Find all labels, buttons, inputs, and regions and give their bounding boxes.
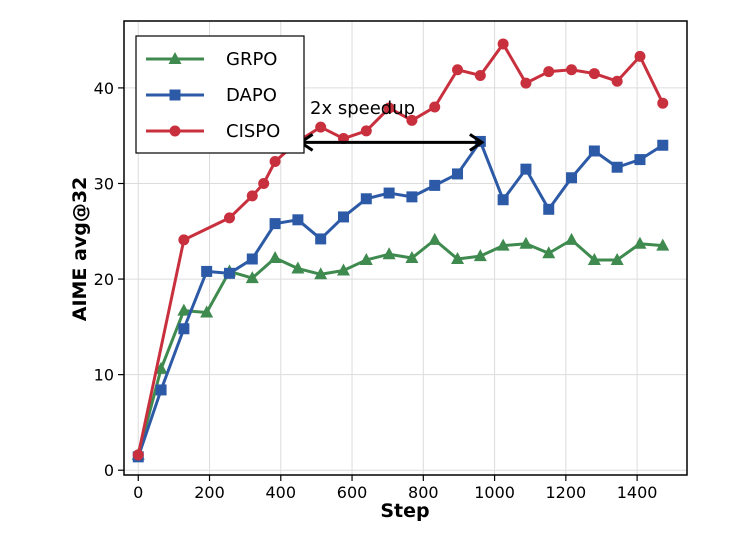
dapo-point <box>520 163 532 175</box>
y-axis-title: AIME avg@32 <box>69 177 91 322</box>
dapo-point <box>634 154 646 166</box>
dapo-point <box>337 211 349 223</box>
legend-cispo-marker <box>169 125 181 137</box>
cispo-point <box>360 125 372 137</box>
grpo-point <box>200 305 214 318</box>
dapo-point <box>155 384 167 396</box>
dapo-point <box>588 145 600 157</box>
cispo-point <box>258 177 270 189</box>
cispo-point <box>588 68 600 80</box>
cispo-point <box>269 156 281 168</box>
axis-ticks: 0 200 400 600 800 1000 1200 1400 0 10 20 30 40 <box>94 79 658 502</box>
cispo-point <box>543 66 555 78</box>
x-tick-label: 400 <box>266 483 297 502</box>
grpo-point <box>473 249 487 262</box>
y-tick-label: 30 <box>94 174 114 193</box>
grpo-point <box>359 252 373 265</box>
dapo-series <box>132 135 669 463</box>
dapo-point <box>292 214 304 226</box>
grpo-point <box>519 236 533 249</box>
y-tick-label: 20 <box>94 270 114 289</box>
dapo-point <box>406 191 418 203</box>
x-tick-label: 800 <box>408 483 439 502</box>
grpo-point <box>245 271 259 284</box>
dapo-point <box>201 265 213 277</box>
x-tick-label: 1000 <box>474 483 515 502</box>
x-tick-label: 0 <box>133 483 143 502</box>
grpo-point <box>177 303 191 316</box>
cispo-point <box>383 102 395 114</box>
legend: GRPO DAPO CISPO <box>135 35 305 154</box>
dapo-point <box>315 233 327 245</box>
grpo-point <box>587 252 601 265</box>
y-tick-label: 10 <box>94 366 114 385</box>
grpo-point <box>154 361 168 374</box>
dapo-point <box>178 323 190 335</box>
legend-dapo-marker <box>169 89 181 101</box>
grpo-series <box>131 232 670 460</box>
dapo-point <box>360 193 372 205</box>
grpo-point <box>405 251 419 264</box>
dapo-point <box>452 168 464 180</box>
dapo-point <box>566 172 578 184</box>
speedup-arrow-right-head <box>469 133 485 152</box>
dapo-point <box>246 253 258 265</box>
grpo-point <box>382 247 396 260</box>
cispo-point <box>520 77 532 89</box>
legend-cispo-label: CISPO <box>226 121 280 142</box>
speedup-annotation-text: 2x speedup <box>310 98 415 119</box>
x-tick-label: 1400 <box>617 483 658 502</box>
y-tick-label: 0 <box>104 461 114 480</box>
legend-grpo-label: GRPO <box>226 49 277 70</box>
cispo-point <box>223 212 235 224</box>
x-tick-label: 1200 <box>545 483 586 502</box>
dapo-point <box>223 267 235 279</box>
dapo-point <box>611 161 623 173</box>
grpo-point <box>451 251 465 264</box>
cispo-point <box>429 101 441 113</box>
grpo-point <box>633 236 647 249</box>
grpo-point <box>336 263 350 276</box>
dapo-point <box>269 218 281 230</box>
y-tick-label: 40 <box>94 79 114 98</box>
grpo-point <box>542 246 556 259</box>
grpo-point <box>610 252 624 265</box>
grpo-point <box>496 238 510 251</box>
cispo-point <box>566 64 578 76</box>
cispo-point <box>497 38 509 50</box>
cispo-point <box>406 114 418 126</box>
cispo-point <box>474 69 486 81</box>
cispo-point <box>452 64 464 76</box>
legend-dapo-label: DAPO <box>226 85 277 106</box>
grpo-point <box>428 232 442 245</box>
x-tick-label: 200 <box>194 483 225 502</box>
cispo-point <box>611 75 623 87</box>
dapo-point <box>657 139 669 151</box>
x-axis-title: Step <box>380 500 429 522</box>
cispo-series <box>132 38 669 461</box>
dapo-point <box>543 203 555 215</box>
grpo-point <box>656 238 670 251</box>
dapo-point <box>497 194 509 206</box>
dapo-point <box>429 179 441 191</box>
grpo-point <box>291 261 305 274</box>
x-tick-label: 600 <box>337 483 368 502</box>
speedup-annotation: 2x speedup <box>297 98 485 152</box>
cispo-point <box>657 97 669 109</box>
cispo-point <box>246 190 258 202</box>
grpo-point <box>565 232 579 245</box>
grpo-point <box>314 267 328 280</box>
series-layer <box>131 38 670 463</box>
grpo-point <box>268 251 282 264</box>
dapo-line <box>136 139 664 458</box>
dapo-point <box>383 187 395 199</box>
cispo-point <box>178 234 190 246</box>
cispo-point <box>315 121 327 133</box>
cispo-point <box>634 50 646 62</box>
plot-area-frame <box>123 20 688 476</box>
cispo-point <box>132 449 144 461</box>
legend-grpo-marker <box>168 52 182 64</box>
